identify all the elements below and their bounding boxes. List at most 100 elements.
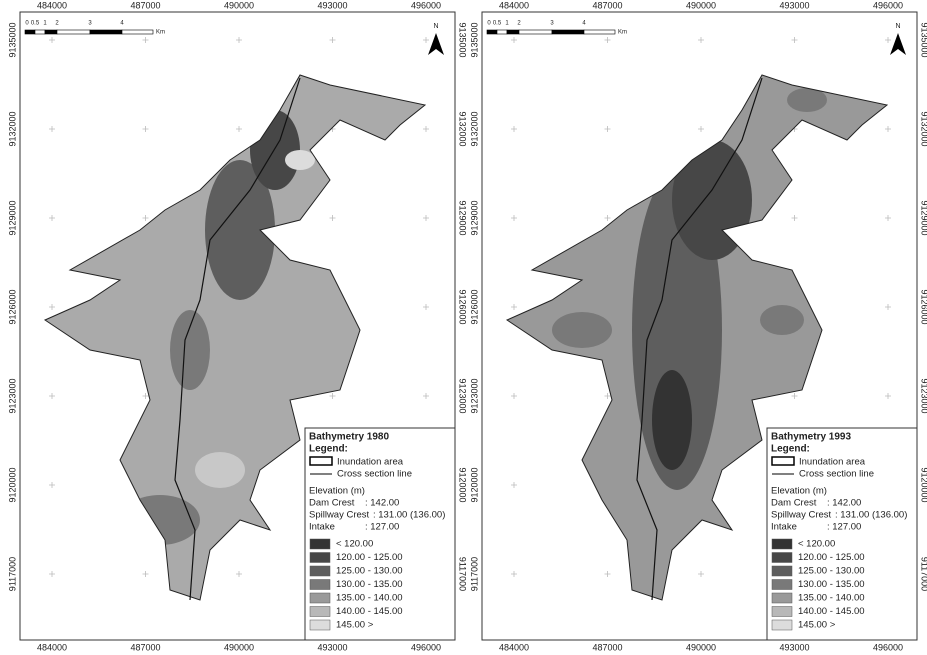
scale-bar-segment (57, 30, 90, 34)
legend-label: 120.00 - 125.00 (798, 552, 865, 563)
y-coordinate-label: 9120000 (920, 467, 927, 502)
scale-label: 0.5 (31, 21, 40, 27)
legend-swatch (772, 553, 792, 563)
x-coordinate-label: 484000 (37, 642, 67, 652)
legend-swatch (310, 580, 330, 590)
y-coordinate-label: 9132000 (469, 111, 479, 146)
x-coordinate-label: 493000 (317, 642, 347, 652)
level-value: : 127.00 (365, 522, 399, 533)
y-coordinate-label: 9126000 (920, 289, 927, 324)
level-name: Dam Crest (309, 498, 355, 509)
x-coordinate-label: 493000 (779, 642, 809, 652)
x-coordinate-label: 484000 (499, 0, 529, 10)
legend-swatch (310, 607, 330, 617)
y-coordinate-label: 9129000 (7, 200, 17, 235)
x-coordinate-label: 487000 (130, 0, 160, 10)
legend-swatch (772, 620, 792, 630)
scale-bar-segment (487, 30, 497, 34)
north-label: N (895, 23, 900, 30)
legend-label: 145.00 > (798, 620, 836, 631)
level-name: Intake (771, 522, 797, 533)
x-coordinate-label: 496000 (411, 0, 441, 10)
y-coordinate-label: 9123000 (458, 378, 468, 413)
legend-swatch (310, 593, 330, 603)
y-coordinate-label: 9123000 (469, 378, 479, 413)
level-name: Spillway Crest (771, 510, 832, 521)
scale-unit: Km (156, 30, 165, 36)
legend-heading: Legend: (771, 444, 810, 455)
y-coordinate-label: 9135000 (469, 22, 479, 57)
y-coordinate-label: 9135000 (458, 22, 468, 57)
x-coordinate-label: 496000 (873, 0, 903, 10)
x-coordinate-label: 496000 (873, 642, 903, 652)
y-coordinate-label: 9135000 (7, 22, 17, 57)
level-value: : 131.00 (136.00) (835, 510, 907, 521)
legend-swatch (772, 607, 792, 617)
x-coordinate-label: 484000 (499, 642, 529, 652)
legend-swatch (772, 580, 792, 590)
legend-label: 140.00 - 145.00 (798, 606, 865, 617)
y-coordinate-label: 9132000 (920, 111, 927, 146)
legend-swatch (310, 620, 330, 630)
x-coordinate-label: 487000 (592, 642, 622, 652)
legend-swatch (772, 539, 792, 549)
x-coordinate-label: 487000 (592, 0, 622, 10)
scale-bar-segment (497, 30, 507, 34)
y-coordinate-label: 9126000 (458, 289, 468, 324)
y-coordinate-label: 9132000 (458, 111, 468, 146)
legend-swatch (310, 553, 330, 563)
scale-bar-segment (519, 30, 552, 34)
y-coordinate-label: 9132000 (7, 111, 17, 146)
legend-label: 125.00 - 130.00 (336, 566, 403, 577)
scale-label: 0.5 (493, 21, 502, 27)
x-coordinate-label: 493000 (779, 0, 809, 10)
x-coordinate-label: 487000 (130, 642, 160, 652)
scale-unit: Km (618, 30, 627, 36)
legend-label: Inundation area (337, 457, 404, 468)
legend-label: Inundation area (799, 457, 866, 468)
legend-label: 130.00 - 135.00 (798, 579, 865, 590)
legend-swatch (310, 566, 330, 576)
scale-bar-segment (584, 30, 615, 34)
legend-label: 140.00 - 145.00 (336, 606, 403, 617)
scale-bar-segment (35, 30, 45, 34)
y-coordinate-label: 9129000 (458, 200, 468, 235)
scale-bar-segment (25, 30, 35, 34)
y-coordinate-label: 9126000 (7, 289, 17, 324)
legend-label: 135.00 - 140.00 (798, 593, 865, 604)
y-coordinate-label: 9126000 (469, 289, 479, 324)
x-coordinate-label: 490000 (686, 642, 716, 652)
legend-label: 130.00 - 135.00 (336, 579, 403, 590)
legend-title: Bathymetry 1993 (771, 432, 851, 443)
scale-bar-segment (552, 30, 584, 34)
north-label: N (433, 23, 438, 30)
x-coordinate-label: 490000 (224, 0, 254, 10)
level-name: Intake (309, 522, 335, 533)
scale-bar-segment (507, 30, 519, 34)
y-coordinate-label: 9117000 (920, 557, 927, 591)
legend-title: Bathymetry 1980 (309, 432, 389, 443)
x-coordinate-label: 490000 (686, 0, 716, 10)
legend-swatch (310, 457, 332, 465)
legend-swatch (772, 566, 792, 576)
x-coordinate-label: 490000 (224, 642, 254, 652)
legend-swatch (772, 593, 792, 603)
legend-label: 135.00 - 140.00 (336, 593, 403, 604)
legend-label: 120.00 - 125.00 (336, 552, 403, 563)
level-value: : 142.00 (827, 498, 861, 509)
legend-label: Cross section line (337, 469, 412, 480)
legend-label: < 120.00 (336, 539, 373, 550)
legend-label: Elevation (m) (309, 486, 365, 497)
y-coordinate-label: 9123000 (7, 378, 17, 413)
level-value: : 142.00 (365, 498, 399, 509)
legend-label: Cross section line (799, 469, 874, 480)
scale-bar-segment (45, 30, 57, 34)
y-coordinate-label: 9117000 (458, 557, 468, 591)
y-coordinate-label: 9123000 (920, 378, 927, 413)
x-coordinate-label: 496000 (411, 642, 441, 652)
legend-label: < 120.00 (798, 539, 835, 550)
scale-bar-segment (122, 30, 153, 34)
y-coordinate-label: 9135000 (920, 22, 927, 57)
legend-swatch (310, 539, 330, 549)
legend-label: 145.00 > (336, 620, 374, 631)
